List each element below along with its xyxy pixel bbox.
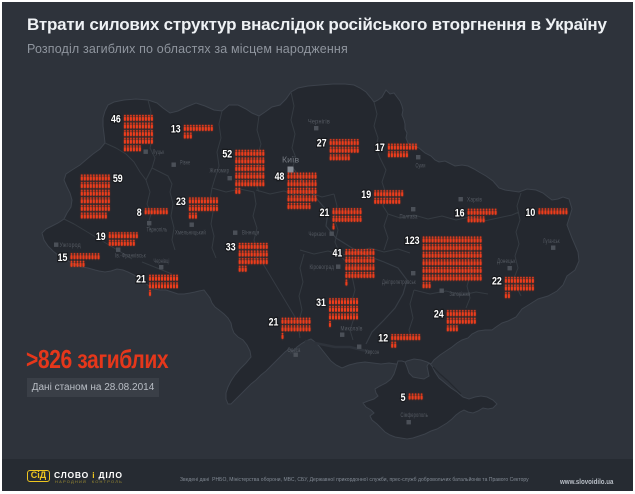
svg-text:15: 15 xyxy=(58,252,68,264)
svg-text:27: 27 xyxy=(317,138,327,150)
svg-text:Кіровоград: Кіровоград xyxy=(310,263,335,271)
svg-text:Хмельницький: Хмельницький xyxy=(175,229,206,237)
svg-text:22: 22 xyxy=(492,276,502,288)
svg-text:Черкаси: Черкаси xyxy=(309,231,327,238)
svg-text:21: 21 xyxy=(269,316,279,328)
svg-text:Полтава: Полтава xyxy=(400,214,418,221)
svg-text:Харків: Харків xyxy=(467,196,482,204)
svg-text:13: 13 xyxy=(171,124,181,136)
svg-text:Чернігів: Чернігів xyxy=(308,118,330,126)
svg-text:19: 19 xyxy=(96,231,106,243)
svg-text:Донецьк: Донецьк xyxy=(497,258,516,265)
svg-text:52: 52 xyxy=(222,148,232,160)
svg-text:Одеса: Одеса xyxy=(288,347,301,354)
svg-text:21: 21 xyxy=(320,207,330,219)
svg-text:Сімферополь: Сімферополь xyxy=(401,411,429,419)
svg-text:Тернопіль: Тернопіль xyxy=(147,226,168,234)
svg-text:19: 19 xyxy=(361,189,371,201)
svg-text:10: 10 xyxy=(526,207,536,219)
svg-text:Рівне: Рівне xyxy=(180,159,190,167)
svg-text:Миколаїв: Миколаїв xyxy=(341,326,363,333)
svg-text:Київ: Київ xyxy=(282,155,300,165)
svg-text:12: 12 xyxy=(378,333,388,345)
svg-text:33: 33 xyxy=(226,242,236,254)
svg-text:Суми: Суми xyxy=(416,163,426,170)
svg-text:59: 59 xyxy=(113,173,123,185)
svg-text:Ужгород: Ужгород xyxy=(60,242,81,249)
svg-text:Херсон: Херсон xyxy=(365,349,379,356)
svg-text:31: 31 xyxy=(316,297,326,309)
svg-text:41: 41 xyxy=(333,248,343,260)
svg-text:Дніпропетровськ: Дніпропетровськ xyxy=(382,278,416,286)
svg-text:8: 8 xyxy=(137,207,142,219)
svg-text:16: 16 xyxy=(455,207,465,219)
svg-text:Ів.-Франківськ: Ів.-Франківськ xyxy=(115,252,146,260)
svg-text:Луцьк: Луцьк xyxy=(153,149,165,156)
svg-text:Вінниця: Вінниця xyxy=(242,229,259,237)
svg-text:23: 23 xyxy=(176,196,186,208)
svg-text:Запоріжжя: Запоріжжя xyxy=(450,290,471,298)
svg-text:46: 46 xyxy=(111,114,121,126)
svg-text:21: 21 xyxy=(136,273,146,285)
svg-text:Житомир: Житомир xyxy=(210,168,230,175)
svg-text:5: 5 xyxy=(401,392,406,404)
svg-text:24: 24 xyxy=(434,309,444,321)
svg-text:Луганськ: Луганськ xyxy=(543,238,560,245)
svg-text:Чернівці: Чернівці xyxy=(154,257,170,265)
svg-text:123: 123 xyxy=(405,235,420,247)
svg-text:17: 17 xyxy=(375,142,385,154)
svg-text:48: 48 xyxy=(275,171,285,183)
